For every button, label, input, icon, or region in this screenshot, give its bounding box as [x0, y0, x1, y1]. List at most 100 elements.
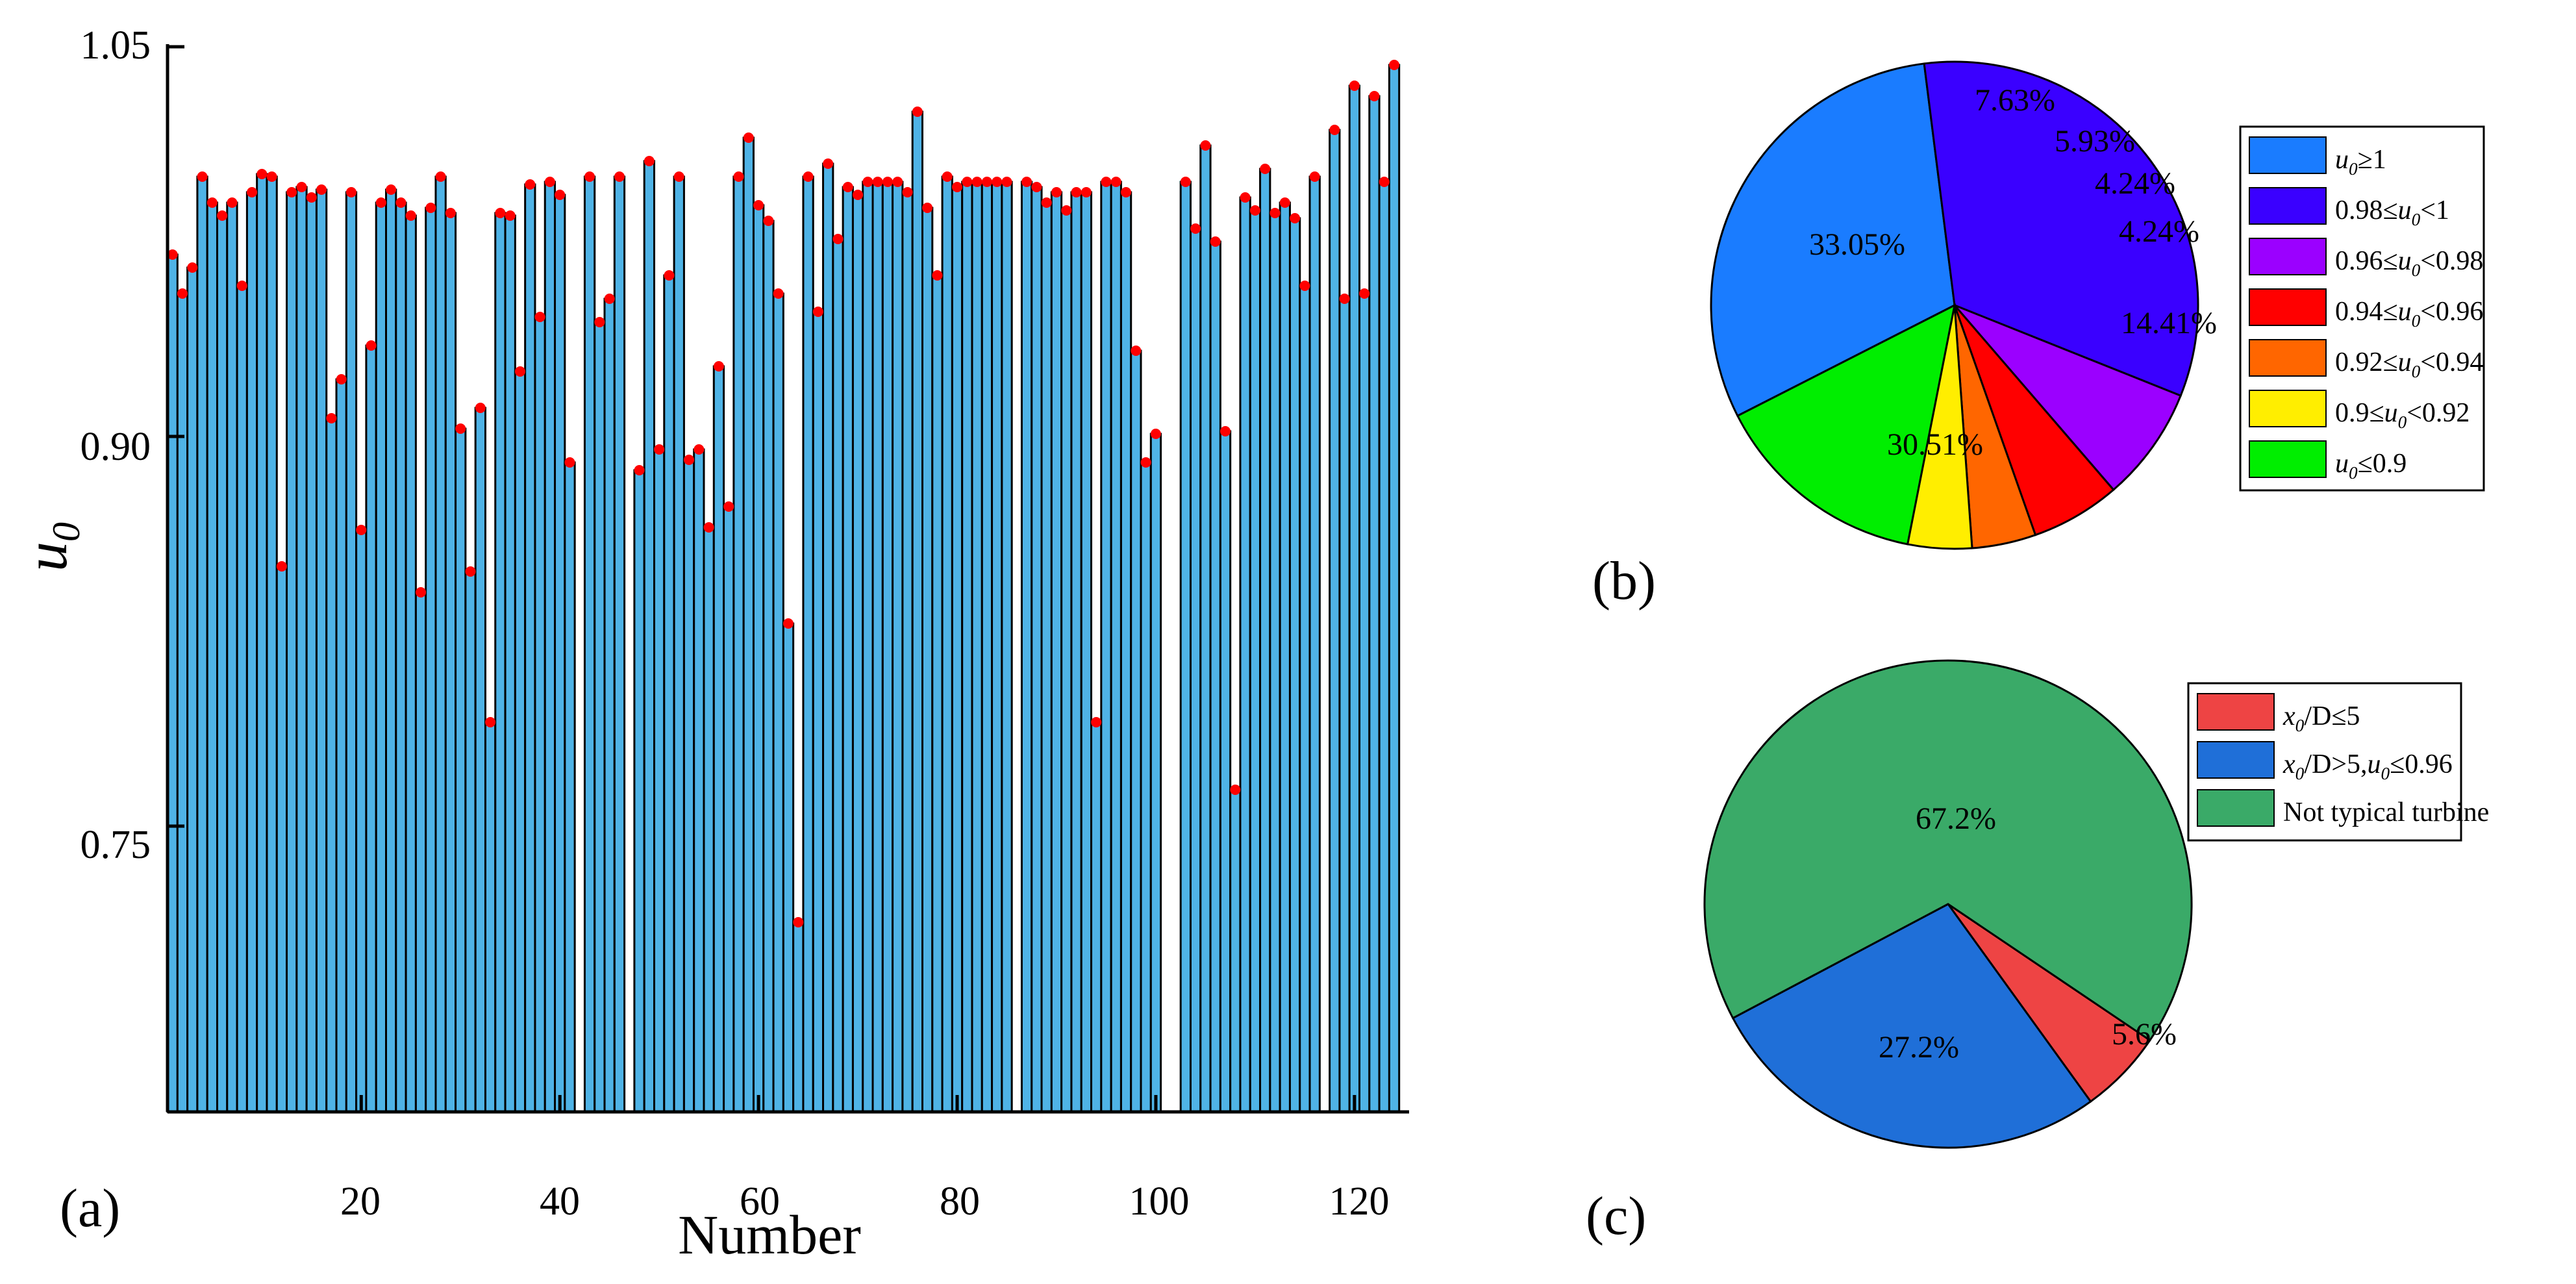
bar-46: [613, 175, 626, 1113]
marker-3: [187, 262, 198, 273]
y-axis-title: u0: [13, 522, 88, 572]
bar-108: [1229, 788, 1242, 1113]
bar-63: [782, 622, 795, 1113]
marker-72: [872, 177, 883, 187]
bar-26: [414, 591, 427, 1113]
panel-label-c: (c): [1586, 1186, 1646, 1246]
bar-14: [295, 186, 308, 1113]
y-tick-label-2: 0.90: [81, 425, 151, 469]
marker-83: [981, 177, 992, 187]
bar-41: [564, 461, 576, 1113]
x-tick-label-3: 60: [740, 1179, 780, 1224]
marker-113: [1279, 197, 1290, 208]
legend-b-swatch-7: [2249, 440, 2327, 478]
x-tick-label-2: 40: [540, 1179, 580, 1224]
marker-31: [465, 566, 476, 577]
y-tick-label-1: 1.05: [81, 23, 151, 68]
marker-36: [515, 366, 526, 377]
pie-chart-b-panel: 30.51% 33.05% 7.63%5.93% 4.24% 4.24% 14.41% u…: [1592, 60, 2485, 611]
bar-10: [256, 173, 268, 1113]
bar-28: [434, 175, 447, 1113]
y-axis-title-sub: 0: [45, 522, 88, 542]
marker-103: [1180, 177, 1191, 187]
bar-17: [325, 417, 338, 1113]
bar-76: [911, 110, 923, 1113]
bar-116: [1308, 175, 1321, 1113]
legend-c-swatch-2: [2197, 741, 2275, 779]
bar-61: [762, 220, 775, 1113]
bar-3: [186, 266, 199, 1113]
marker-53: [684, 455, 695, 465]
marker-104: [1190, 223, 1201, 234]
marker-52: [673, 171, 684, 182]
marker-57: [723, 501, 734, 512]
bar-27: [425, 207, 437, 1113]
marker-116: [1309, 171, 1320, 182]
bar-18: [335, 378, 347, 1113]
marker-80: [952, 182, 963, 192]
legend-c-swatch-3: [2197, 789, 2275, 827]
bar-106: [1209, 240, 1221, 1113]
bar-111: [1259, 168, 1271, 1113]
marker-58: [733, 171, 744, 182]
marker-33: [485, 717, 496, 727]
bar-20: [355, 529, 368, 1113]
legend-b-label-7: u0≤0.9: [2335, 449, 2407, 483]
marker-99: [1140, 457, 1151, 468]
marker-75: [902, 187, 913, 197]
marker-8: [236, 281, 247, 291]
marker-37: [525, 179, 536, 190]
bar-103: [1179, 181, 1192, 1113]
pie-chart-c: 5.6% 27.2% 67.2%: [1703, 659, 2193, 1149]
marker-54: [694, 444, 705, 455]
bar-99: [1140, 461, 1152, 1113]
bar-78: [931, 274, 944, 1113]
marker-20: [356, 525, 367, 535]
marker-93: [1081, 187, 1092, 197]
bar-58: [732, 175, 745, 1113]
x-tick-label-4: 80: [940, 1179, 980, 1224]
marker-60: [753, 200, 764, 210]
svg-text:u0: u0: [13, 522, 88, 572]
pie-c-slice-label-1: 5.6%: [2112, 1017, 2177, 1051]
bar-95: [1100, 181, 1112, 1113]
bar-33: [484, 721, 497, 1113]
marker-38: [534, 312, 545, 322]
marker-92: [1071, 187, 1082, 197]
marker-6: [217, 210, 228, 221]
legend-c: x0/D≤5 x0/D>5,u0≤0.96 Not typical turbine: [2187, 682, 2489, 842]
bar-71: [862, 181, 874, 1113]
marker-7: [227, 197, 238, 208]
marker-21: [366, 340, 377, 351]
marker-13: [286, 187, 297, 197]
marker-67: [823, 158, 834, 169]
bar-119: [1338, 297, 1351, 1113]
marker-22: [375, 197, 386, 208]
bar-109: [1239, 196, 1251, 1113]
pie-chart-b: 30.51% 33.05% 7.63%5.93% 4.24% 4.24% 14.41%: [1710, 60, 2217, 550]
legend-b-label-2: 0.98≤u0<1: [2335, 195, 2449, 229]
marker-9: [247, 187, 258, 197]
marker-49: [644, 156, 655, 166]
legend-b-swatch-3: [2249, 238, 2327, 275]
marker-106: [1210, 236, 1221, 247]
marker-97: [1121, 187, 1132, 197]
bar-32: [474, 407, 486, 1113]
pie-c-slice-1: [1947, 903, 2151, 1103]
pie-b-slice-label-7: 14.41%: [2121, 306, 2217, 340]
bar-45: [603, 297, 616, 1113]
marker-14: [296, 182, 307, 192]
bar-29: [444, 212, 457, 1113]
marker-89: [1041, 197, 1052, 208]
marker-43: [584, 171, 595, 182]
bar-96: [1110, 181, 1122, 1113]
marker-62: [773, 288, 784, 299]
bar-8: [236, 284, 248, 1113]
bar-53: [682, 459, 695, 1113]
bar-81: [961, 181, 973, 1113]
bar-55: [703, 526, 715, 1113]
pie-c-slice-label-2: 27.2%: [1879, 1030, 1959, 1064]
marker-51: [664, 270, 675, 281]
marker-1: [167, 249, 178, 260]
